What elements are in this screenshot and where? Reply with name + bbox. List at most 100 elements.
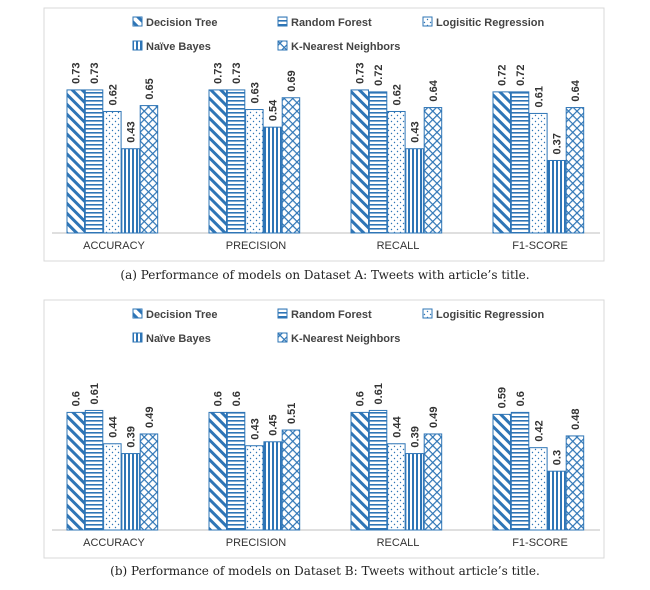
- bar-chart-dataset-b: Decision Tree Random Forest Logisitic Regr…: [43, 299, 605, 559]
- data-label-k-nearest-neighbors-recall: 0.49: [428, 407, 440, 428]
- data-label-logisitic-regression-accuracy: 0.62: [107, 84, 119, 105]
- chart-panel-b: Decision Tree Random Forest Logisitic Regr…: [0, 292, 650, 590]
- bar-random-forest-recall: [368, 91, 388, 234]
- data-label-k-nearest-neighbors-accuracy: 0.65: [144, 78, 156, 99]
- bar-random-forest-accuracy: [84, 89, 104, 234]
- data-label-logisitic-regression-f1-score: 0.42: [533, 420, 545, 441]
- data-label-na-ve-bayes-precision: 0.54: [268, 99, 280, 121]
- legend-label: Logisitic Regression: [436, 17, 544, 29]
- data-label-random-forest-f1-score: 0.6: [515, 391, 527, 406]
- category-label-recall: RECALL: [377, 240, 420, 252]
- data-label-na-ve-bayes-precision: 0.45: [268, 414, 280, 435]
- bar-chart-dataset-a: Decision Tree Random Forest Logisitic Regr…: [43, 7, 605, 262]
- data-label-k-nearest-neighbors-recall: 0.64: [428, 79, 440, 101]
- data-label-na-ve-bayes-f1-score: 0.37: [552, 133, 564, 154]
- data-label-logisitic-regression-accuracy: 0.44: [107, 415, 119, 437]
- category-label-recall: RECALL: [377, 537, 420, 549]
- chart-frame: [43, 299, 605, 559]
- bar-na-ve-bayes-accuracy: [121, 453, 140, 531]
- legend-label: K-Nearest Neighbors: [291, 333, 400, 345]
- data-label-k-nearest-neighbors-f1-score: 0.64: [570, 79, 582, 101]
- legend-label: Naïve Bayes: [146, 333, 211, 345]
- bar-logisitic-regression-recall: [387, 443, 406, 531]
- legend-item-logisitic-regression: Logisitic Regression: [422, 308, 544, 321]
- data-label-random-forest-precision: 0.73: [231, 62, 243, 83]
- category-label-f1-score: F1-SCORE: [512, 240, 568, 252]
- bar-logisitic-regression-precision: [245, 445, 264, 531]
- legend-item-logisitic-regression: Logisitic Regression: [422, 16, 544, 29]
- category-label-precision: PRECISION: [226, 240, 287, 252]
- bar-logisitic-regression-f1-score: [529, 447, 548, 531]
- bar-logisitic-regression-accuracy: [103, 110, 122, 234]
- bar-decision-tree-f1-score: [492, 91, 511, 234]
- bar-na-ve-bayes-f1-score: [547, 159, 566, 234]
- bar-na-ve-bayes-precision: [263, 441, 282, 531]
- data-label-decision-tree-f1-score: 0.72: [497, 64, 509, 85]
- data-label-decision-tree-f1-score: 0.59: [497, 387, 509, 408]
- data-label-decision-tree-accuracy: 0.6: [71, 391, 83, 406]
- bar-decision-tree-recall: [350, 411, 369, 531]
- data-label-na-ve-bayes-recall: 0.39: [410, 426, 422, 447]
- category-label-f1-score: F1-SCORE: [512, 537, 568, 549]
- legend-swatch: [132, 332, 143, 343]
- bar-na-ve-bayes-accuracy: [121, 148, 140, 234]
- chart-frame: [43, 7, 605, 262]
- chart-panel-a: Decision Tree Random Forest Logisitic Regr…: [0, 0, 650, 290]
- data-label-decision-tree-precision: 0.73: [213, 62, 225, 83]
- bar-random-forest-f1-score: [510, 411, 530, 531]
- legend-label: Decision Tree: [146, 17, 218, 29]
- bar-decision-tree-precision: [208, 411, 227, 531]
- legend-label: Naïve Bayes: [146, 41, 211, 53]
- data-label-k-nearest-neighbors-f1-score: 0.48: [570, 408, 582, 429]
- data-label-random-forest-precision: 0.6: [231, 391, 243, 406]
- legend-label: Random Forest: [291, 17, 372, 29]
- data-label-random-forest-recall: 0.72: [373, 64, 385, 85]
- legend-swatch: [277, 40, 288, 51]
- data-label-logisitic-regression-precision: 0.63: [249, 82, 261, 103]
- chart-caption-a: (a) Performance of models on Dataset A: …: [120, 268, 530, 282]
- bar-k-nearest-neighbors-accuracy: [139, 433, 159, 531]
- data-label-na-ve-bayes-f1-score: 0.3: [552, 450, 564, 465]
- legend-swatch: [422, 308, 433, 319]
- bar-na-ve-bayes-recall: [405, 453, 424, 531]
- legend-label: Decision Tree: [146, 309, 218, 321]
- bar-k-nearest-neighbors-precision: [281, 97, 301, 234]
- bar-decision-tree-accuracy: [66, 89, 85, 234]
- legend-label: Logisitic Regression: [436, 309, 544, 321]
- data-label-decision-tree-precision: 0.6: [213, 391, 225, 406]
- bar-na-ve-bayes-precision: [263, 126, 282, 234]
- bar-decision-tree-f1-score: [492, 413, 511, 531]
- data-label-random-forest-accuracy: 0.61: [89, 383, 101, 404]
- data-label-na-ve-bayes-accuracy: 0.43: [126, 121, 138, 142]
- data-label-random-forest-recall: 0.61: [373, 383, 385, 404]
- data-label-random-forest-accuracy: 0.73: [89, 62, 101, 83]
- data-label-decision-tree-accuracy: 0.73: [71, 62, 83, 83]
- legend-swatch: [277, 16, 288, 27]
- category-label-precision: PRECISION: [226, 537, 287, 549]
- data-label-logisitic-regression-recall: 0.44: [391, 415, 403, 437]
- data-label-decision-tree-recall: 0.6: [355, 391, 367, 406]
- chart-caption-b: (b) Performance of models on Dataset B: …: [110, 564, 540, 578]
- legend-swatch: [422, 16, 433, 27]
- bar-k-nearest-neighbors-f1-score: [565, 435, 585, 531]
- legend-item-decision-tree: Decision Tree: [132, 16, 218, 29]
- bar-random-forest-recall: [368, 409, 388, 531]
- data-label-logisitic-regression-f1-score: 0.61: [533, 86, 545, 107]
- bar-logisitic-regression-accuracy: [103, 443, 122, 531]
- legend-label: K-Nearest Neighbors: [291, 41, 400, 53]
- data-label-k-nearest-neighbors-precision: 0.69: [286, 70, 298, 91]
- legend-item-random-forest: Random Forest: [277, 16, 372, 29]
- legend-item-k-nearest-neighbors: K-Nearest Neighbors: [277, 40, 400, 53]
- bar-k-nearest-neighbors-accuracy: [139, 105, 159, 234]
- bar-decision-tree-recall: [350, 89, 369, 234]
- data-label-k-nearest-neighbors-precision: 0.51: [286, 403, 298, 424]
- bar-k-nearest-neighbors-f1-score: [565, 107, 585, 234]
- bar-decision-tree-accuracy: [66, 411, 85, 531]
- bar-k-nearest-neighbors-recall: [423, 433, 443, 531]
- bar-random-forest-accuracy: [84, 409, 104, 531]
- bar-logisitic-regression-precision: [245, 109, 264, 234]
- legend-swatch: [132, 40, 143, 51]
- bar-random-forest-f1-score: [510, 91, 530, 234]
- data-label-na-ve-bayes-recall: 0.43: [410, 121, 422, 142]
- data-label-na-ve-bayes-accuracy: 0.39: [126, 426, 138, 447]
